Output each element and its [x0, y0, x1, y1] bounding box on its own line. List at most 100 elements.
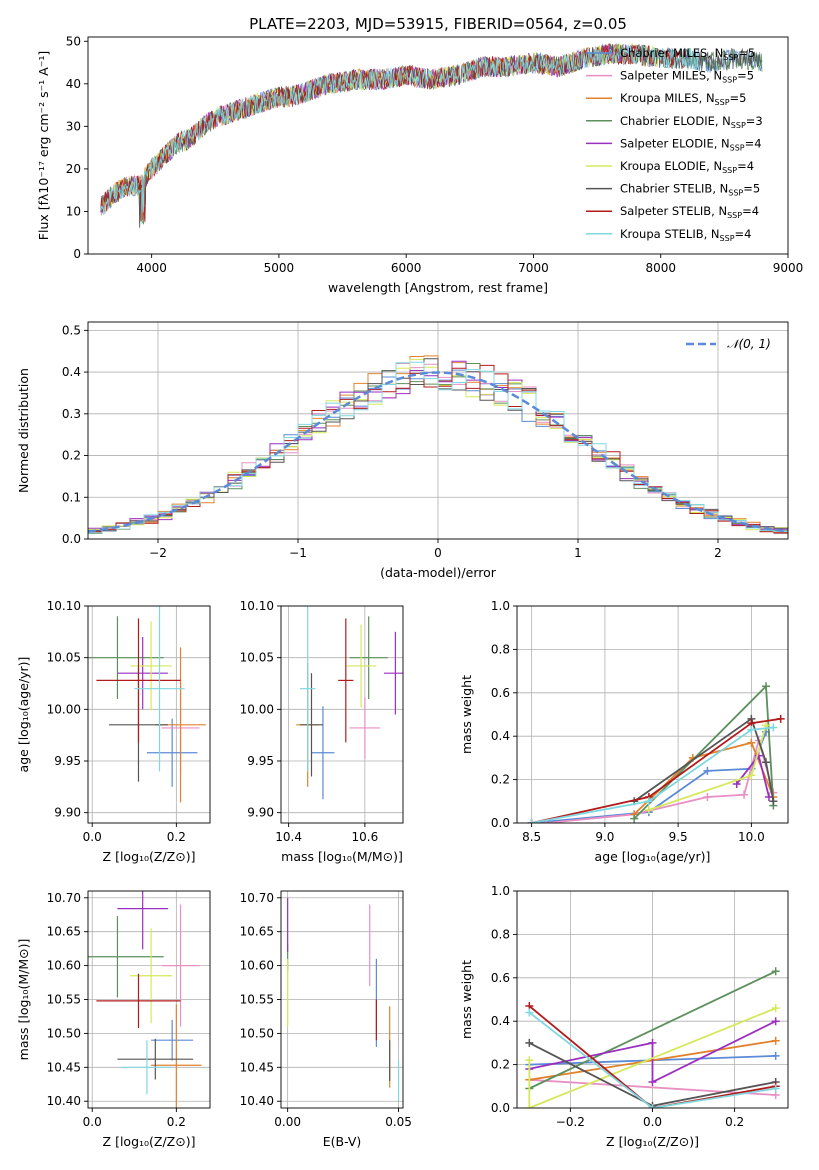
- weight-line-8: [528, 1011, 776, 1108]
- y-tick-label: 0.2: [491, 773, 510, 787]
- weight-marker-4: [648, 1077, 657, 1086]
- y-tick-label: 10.10: [240, 599, 274, 613]
- weight-marker-3: [762, 682, 771, 691]
- y-axis-label: Normed distribution: [16, 368, 31, 493]
- y-tick-label: 10.00: [47, 702, 81, 716]
- weight-marker-4: [648, 1038, 657, 1047]
- legend-nssp: =5: [743, 182, 760, 196]
- legend-nssp: =5: [738, 46, 755, 60]
- x-tick-label: 0.00: [274, 1115, 301, 1129]
- plot-area: [527, 682, 785, 823]
- weight-marker-8: [648, 1104, 657, 1108]
- legend-nssp: =5: [737, 69, 754, 83]
- x-tick-label: 8000: [645, 261, 676, 275]
- x-tick-label: 9.0: [595, 830, 614, 844]
- figure-title: PLATE=2203, MJD=53915, FIBERID=0564, z=0…: [249, 15, 627, 33]
- x-axis-label: Z [log₁₀(Z/Z⊙)]: [103, 1134, 196, 1149]
- weight-marker-2: [747, 738, 756, 747]
- weight-marker-5: [771, 1004, 780, 1013]
- x-tick-label: −0.2: [556, 1115, 585, 1129]
- legend-label: Salpeter STELIB, NSSP=4: [620, 204, 759, 220]
- y-tick-label: 0.2: [491, 1058, 510, 1072]
- y-tick-label: 10.60: [47, 959, 81, 973]
- x-axis-label: (data-model)/error: [380, 565, 497, 580]
- weight-marker-0: [703, 766, 712, 775]
- legend-label: Salpeter MILES, NSSP=5: [620, 69, 754, 85]
- panel-spectrum: 4000 5000 6000 7000 8000 9000 0 10 20 30 40 50 wavel…: [36, 34, 803, 295]
- weight-marker-5: [525, 1056, 534, 1065]
- plot-area: [88, 355, 788, 534]
- y-tick-label: 10.65: [240, 925, 274, 939]
- x-tick-label: 9000: [773, 261, 804, 275]
- x-tick-label: 0.05: [385, 1115, 412, 1129]
- weight-marker-3: [630, 814, 639, 823]
- y-tick-label: 40: [66, 77, 81, 91]
- legend-subscript: SSP: [730, 143, 745, 152]
- y-tick-label: 10.40: [47, 1094, 81, 1108]
- panel-mass-vs-EBV: 0.00 0.05 10.40 10.45 10.50 10.55 10.60 10.65 10…: [240, 890, 412, 1149]
- weight-marker-3: [771, 967, 780, 976]
- panel-weight-vs-Z: −0.2 0.0 0.2 0.0 0.2 0.4 0.6 0.8 1.0 Z [log₁₀(Z/Z…: [459, 884, 789, 1149]
- y-axis-label: age [log₁₀(age/yr)]: [16, 657, 31, 773]
- y-tick-label: 10.50: [47, 1026, 81, 1040]
- plot-area: [88, 891, 202, 1108]
- y-tick-label: 50: [66, 34, 81, 48]
- weight-marker-1: [703, 792, 712, 801]
- y-tick-label: 10.10: [47, 599, 81, 613]
- x-tick-label: −1: [289, 546, 307, 560]
- weight-line-1: [529, 1078, 776, 1096]
- y-tick-label: 1.0: [491, 884, 510, 898]
- weight-marker-1: [740, 790, 749, 799]
- legend-subscript: SSP: [731, 121, 746, 130]
- x-axis-label: mass [log₁₀(M/M⊙)]: [281, 849, 403, 864]
- weight-line-5: [528, 1007, 777, 1108]
- weight-marker-8: [769, 723, 778, 732]
- legend-subscript: SSP: [727, 211, 742, 220]
- y-axis-label: mass weight: [459, 675, 474, 754]
- x-tick-label: 6000: [391, 261, 422, 275]
- y-axis-label: Flux [fλ10⁻¹⁷ erg cm⁻² s⁻¹ A⁻¹]: [36, 51, 51, 240]
- plot-area: [88, 606, 206, 803]
- weight-marker-8: [747, 725, 756, 734]
- weight-marker-4: [764, 792, 773, 801]
- x-axis-label: Z [log₁₀(Z/Z⊙)]: [606, 1134, 699, 1149]
- x-axis-label: wavelength [Angstrom, rest frame]: [328, 280, 548, 295]
- y-tick-label: 20: [66, 162, 81, 176]
- x-tick-label: 7000: [518, 261, 549, 275]
- weight-marker-6: [525, 1038, 534, 1047]
- panel-age-vs-Z: 0.0 0.2 9.90 9.95 10.00 10.05 10.10 Z [log₁₀(Z/…: [16, 599, 211, 864]
- y-axis-label: mass [log₁₀(M/M⊙)]: [16, 939, 31, 1061]
- y-tick-label: 0: [73, 247, 81, 261]
- weight-marker-5: [525, 1104, 534, 1108]
- weight-marker-8: [527, 819, 536, 823]
- weight-marker-8: [525, 1008, 534, 1017]
- weight-marker-8: [644, 797, 653, 806]
- x-axis-label: E(B-V): [323, 1134, 362, 1149]
- y-tick-label: 0.4: [491, 729, 510, 743]
- weight-line-2: [633, 741, 775, 815]
- plot-area: [100, 42, 763, 229]
- axes-frame: [280, 605, 404, 824]
- y-tick-label: 10.70: [240, 891, 274, 905]
- y-tick-label: 0.0: [491, 1101, 510, 1115]
- panel-age-vs-mass: 10.4 10.6 9.90 9.95 10.00 10.05 10.10 mass [log…: [240, 599, 404, 864]
- y-tick-label: 0.0: [491, 816, 510, 830]
- axes-frame: [87, 605, 211, 824]
- legend-nssp: =3: [746, 114, 763, 128]
- x-tick-label: 0: [434, 546, 442, 560]
- weight-marker-4: [771, 1017, 780, 1026]
- x-tick-label: 4000: [136, 261, 167, 275]
- y-tick-label: 0.0: [62, 532, 81, 546]
- legend-subscript: SSP: [720, 234, 735, 243]
- weight-marker-6: [762, 758, 771, 767]
- weight-line-8: [531, 726, 774, 823]
- weight-line-6: [633, 717, 775, 803]
- axes-frame: [516, 605, 789, 824]
- y-tick-label: 10.45: [240, 1060, 274, 1074]
- y-tick-label: 0.4: [491, 1014, 510, 1028]
- normal-curve: [88, 371, 788, 533]
- y-tick-label: 0.3: [62, 407, 81, 421]
- legend-subscript: SSP: [722, 166, 737, 175]
- weight-marker-2: [771, 1036, 780, 1045]
